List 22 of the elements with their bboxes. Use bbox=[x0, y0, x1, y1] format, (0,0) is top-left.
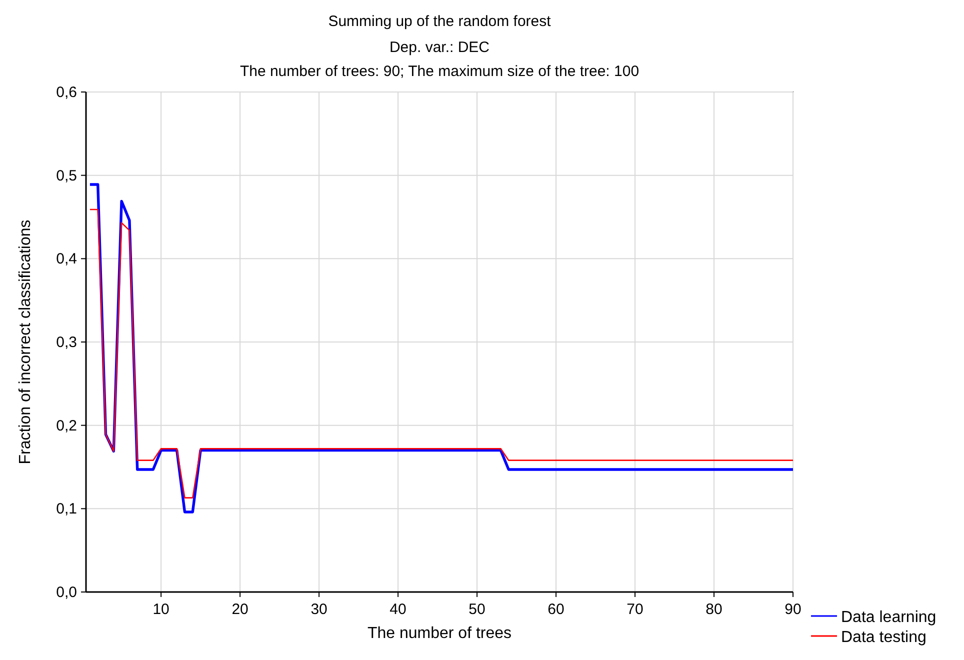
x-tick-label: 30 bbox=[310, 601, 328, 618]
y-tick-label: 0,4 bbox=[56, 250, 77, 268]
y-tick-label: 0,5 bbox=[56, 167, 77, 184]
y-tick-label: 0,2 bbox=[56, 417, 77, 434]
y-tick-label: 0,1 bbox=[56, 500, 77, 518]
x-tick-label: 60 bbox=[548, 601, 564, 618]
legend-label: Data learning bbox=[841, 609, 936, 626]
x-tick-label: 90 bbox=[784, 601, 802, 618]
chart-subtitle: Dep. var.: DEC The number of trees: 90; The maximum size of the tree: 100 bbox=[240, 39, 640, 80]
chart-title: Summing up of the random forest bbox=[328, 13, 552, 30]
x-tick-label: 50 bbox=[468, 601, 486, 618]
x-tick-label: 20 bbox=[232, 601, 248, 618]
y-tick-label: 0,6 bbox=[56, 84, 77, 101]
y-tick-label: 0,3 bbox=[56, 334, 77, 351]
x-axis-title: The number of trees bbox=[367, 625, 512, 642]
x-tick-label: 70 bbox=[626, 601, 644, 618]
y-axis-title: Fraction of incorrect classifications bbox=[17, 220, 34, 464]
x-tick-label: 80 bbox=[706, 601, 722, 618]
x-tick-label: 40 bbox=[390, 601, 406, 618]
x-tick-label: 10 bbox=[152, 601, 170, 618]
legend-label: Data testing bbox=[841, 629, 926, 646]
y-tick-label: 0,0 bbox=[56, 584, 77, 601]
